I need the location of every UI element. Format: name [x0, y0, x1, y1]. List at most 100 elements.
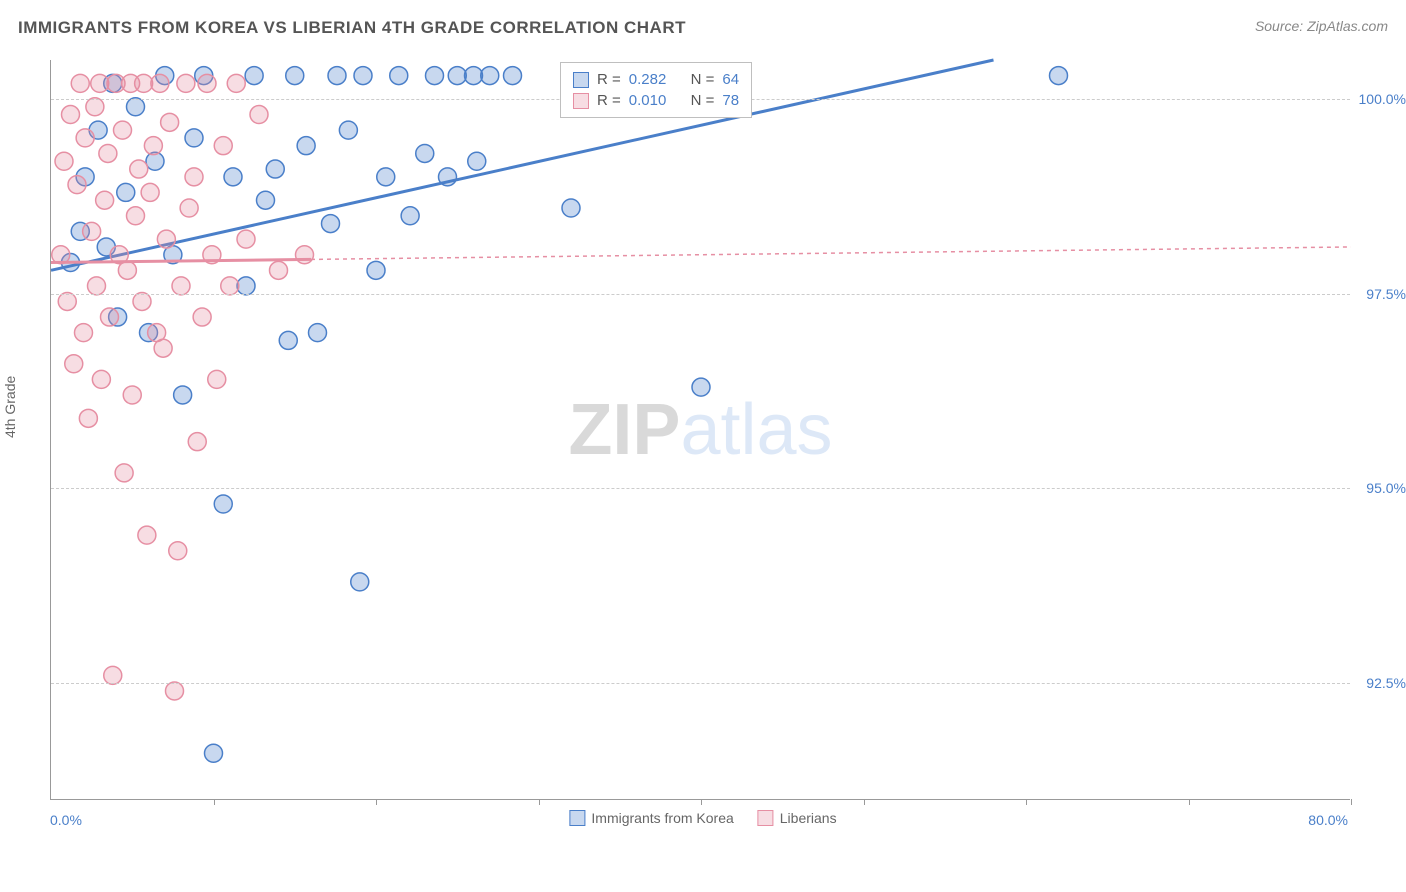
- scatter-point: [351, 573, 369, 591]
- scatter-point: [208, 370, 226, 388]
- scatter-point: [79, 409, 97, 427]
- scatter-point: [270, 261, 288, 279]
- scatter-point: [62, 106, 80, 124]
- series-legend: Immigrants from KoreaLiberians: [569, 810, 836, 826]
- scatter-point: [328, 67, 346, 85]
- scatter-point: [172, 277, 190, 295]
- trendline: [51, 60, 994, 270]
- legend-swatch: [573, 72, 589, 88]
- scatter-point: [154, 339, 172, 357]
- scatter-point: [65, 355, 83, 373]
- scatter-point: [214, 137, 232, 155]
- scatter-point: [257, 191, 275, 209]
- scatter-point: [214, 495, 232, 513]
- x-tick: [701, 799, 702, 805]
- scatter-point: [55, 152, 73, 170]
- scatter-point: [180, 199, 198, 217]
- scatter-point: [465, 67, 483, 85]
- correlation-legend: R =0.282 N =64R =0.010 N =78: [560, 62, 752, 118]
- x-axis-start-label: 0.0%: [50, 812, 82, 828]
- scatter-point: [88, 277, 106, 295]
- scatter-point: [83, 222, 101, 240]
- scatter-point: [144, 137, 162, 155]
- legend-swatch: [573, 93, 589, 109]
- y-tick-label: 95.0%: [1366, 480, 1406, 496]
- scatter-point: [1050, 67, 1068, 85]
- n-label: N =: [691, 71, 715, 88]
- n-label: N =: [691, 92, 715, 109]
- scatter-point: [692, 378, 710, 396]
- scatter-point: [101, 308, 119, 326]
- scatter-point: [221, 277, 239, 295]
- correlation-legend-row: R =0.282 N =64: [573, 69, 739, 90]
- scatter-point: [401, 207, 419, 225]
- scatter-point: [266, 160, 284, 178]
- scatter-point: [562, 199, 580, 217]
- scatter-point: [193, 308, 211, 326]
- x-axis-end-label: 80.0%: [1308, 812, 1348, 828]
- scatter-point: [426, 67, 444, 85]
- x-tick: [214, 799, 215, 805]
- scatter-point: [166, 682, 184, 700]
- scatter-point: [224, 168, 242, 186]
- trendline: [51, 259, 311, 262]
- scatter-point: [245, 67, 263, 85]
- scatter-point: [188, 433, 206, 451]
- n-value: 64: [722, 71, 739, 88]
- y-axis-label: 4th Grade: [2, 376, 18, 438]
- scatter-point: [481, 67, 499, 85]
- scatter-point: [135, 74, 153, 92]
- scatter-point: [127, 207, 145, 225]
- scatter-point: [468, 152, 486, 170]
- r-value: 0.010: [629, 92, 667, 109]
- x-tick: [864, 799, 865, 805]
- scatter-point: [237, 277, 255, 295]
- n-value: 78: [722, 92, 739, 109]
- scatter-point: [141, 183, 159, 201]
- scatter-point: [76, 129, 94, 147]
- scatter-point: [92, 370, 110, 388]
- scatter-point: [177, 74, 195, 92]
- scatter-point: [75, 324, 93, 342]
- scatter-point: [205, 744, 223, 762]
- scatter-point: [279, 331, 297, 349]
- correlation-legend-row: R = 0.010 N = 78: [573, 90, 739, 111]
- correlation-chart: IMMIGRANTS FROM KOREA VS LIBERIAN 4TH GR…: [0, 0, 1406, 892]
- plot-svg: [51, 60, 1350, 799]
- plot-area: ZIPatlas 92.5%95.0%97.5%100.0%: [50, 60, 1350, 800]
- legend-item: Liberians: [758, 810, 837, 826]
- scatter-point: [157, 230, 175, 248]
- r-label: R =: [597, 71, 621, 88]
- scatter-point: [123, 386, 141, 404]
- scatter-point: [416, 144, 434, 162]
- gridline: [51, 683, 1350, 684]
- scatter-point: [115, 464, 133, 482]
- scatter-point: [86, 98, 104, 116]
- scatter-point: [354, 67, 372, 85]
- scatter-point: [198, 74, 216, 92]
- scatter-point: [390, 67, 408, 85]
- r-label: R =: [597, 92, 621, 109]
- x-tick: [376, 799, 377, 805]
- legend-label: Liberians: [780, 810, 837, 826]
- legend-swatch: [758, 810, 774, 826]
- legend-swatch: [569, 810, 585, 826]
- gridline: [51, 294, 1350, 295]
- scatter-point: [169, 542, 187, 560]
- scatter-point: [117, 183, 135, 201]
- scatter-point: [104, 666, 122, 684]
- chart-title: IMMIGRANTS FROM KOREA VS LIBERIAN 4TH GR…: [18, 18, 686, 38]
- scatter-point: [133, 292, 151, 310]
- scatter-point: [504, 67, 522, 85]
- scatter-point: [297, 137, 315, 155]
- scatter-point: [58, 292, 76, 310]
- scatter-point: [367, 261, 385, 279]
- scatter-point: [138, 526, 156, 544]
- y-tick-label: 100.0%: [1359, 91, 1406, 107]
- scatter-point: [237, 230, 255, 248]
- scatter-point: [114, 121, 132, 139]
- x-tick: [1351, 799, 1352, 805]
- trendline-dashed: [311, 247, 1351, 259]
- scatter-point: [96, 191, 114, 209]
- scatter-point: [322, 215, 340, 233]
